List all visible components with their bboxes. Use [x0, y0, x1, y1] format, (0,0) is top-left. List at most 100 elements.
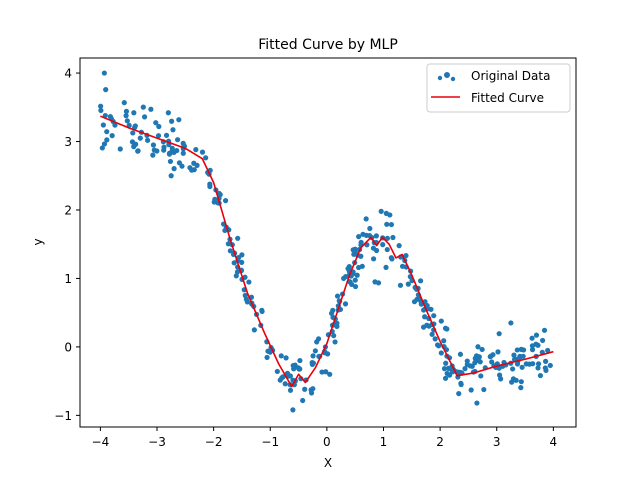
data-point: [123, 113, 129, 119]
data-point: [345, 265, 351, 272]
data-point: [284, 370, 291, 376]
data-point: [161, 144, 167, 150]
data-point: [363, 232, 370, 238]
data-point: [380, 242, 386, 248]
data-point: [251, 327, 257, 333]
data-point: [434, 342, 441, 348]
data-point: [170, 127, 176, 133]
data-point: [378, 208, 384, 214]
data-point: [264, 354, 270, 361]
data-point: [462, 366, 468, 372]
data-point: [302, 386, 308, 392]
data-point: [363, 216, 369, 222]
data-point: [165, 110, 171, 116]
data-point: [520, 353, 526, 359]
y-axis-label: y: [31, 238, 45, 245]
data-point: [422, 314, 428, 320]
data-point: [330, 307, 336, 313]
data-point: [352, 283, 359, 290]
data-point: [244, 299, 250, 305]
data-point: [103, 87, 109, 93]
data-point: [354, 272, 360, 278]
data-point: [520, 347, 527, 353]
data-point: [242, 292, 248, 299]
legend-label-original-data: Original Data: [471, 69, 550, 83]
data-point: [267, 349, 273, 355]
data-point: [169, 145, 175, 151]
data-point: [101, 70, 107, 76]
data-point: [176, 117, 182, 123]
data-point: [279, 375, 285, 381]
x-tick-label: −4: [92, 435, 110, 449]
data-point: [457, 351, 464, 357]
data-point: [222, 198, 229, 204]
data-point: [370, 245, 377, 251]
data-point: [489, 359, 495, 365]
data-point: [541, 327, 548, 333]
data-point: [495, 349, 501, 355]
data-point: [298, 376, 304, 382]
data-point: [373, 233, 379, 239]
data-point: [124, 118, 130, 124]
data-point: [464, 361, 470, 368]
line-layer: [100, 115, 554, 388]
data-point: [545, 347, 551, 354]
data-point: [476, 357, 482, 364]
data-point: [518, 379, 524, 385]
data-point: [212, 196, 218, 202]
data-point: [297, 357, 303, 364]
data-point: [176, 160, 183, 166]
data-point: [140, 104, 146, 110]
data-point: [131, 110, 137, 116]
data-point: [443, 360, 449, 366]
data-point: [384, 221, 390, 227]
data-point: [442, 375, 449, 381]
legend: Original Data Fitted Curve: [426, 63, 571, 113]
axes-frame: [79, 57, 577, 428]
data-point: [310, 360, 316, 366]
fitted-curve-line: [100, 115, 554, 388]
data-point: [145, 137, 151, 143]
data-point: [296, 366, 302, 372]
data-point: [469, 363, 475, 369]
data-point: [441, 366, 448, 372]
x-tick-label: −2: [205, 435, 223, 449]
data-point: [384, 246, 390, 253]
data-point: [468, 387, 474, 393]
data-point: [389, 256, 395, 262]
data-point: [519, 364, 525, 370]
data-point: [371, 256, 377, 262]
data-point: [98, 103, 104, 109]
data-point: [510, 366, 516, 372]
data-point: [547, 362, 553, 369]
legend-scatter-marker: [450, 76, 456, 82]
data-point: [446, 372, 453, 378]
data-point: [278, 353, 284, 359]
data-point: [141, 114, 148, 120]
data-point: [107, 113, 113, 120]
data-point: [542, 365, 548, 371]
data-point: [117, 146, 123, 152]
data-point: [274, 368, 280, 375]
data-point: [151, 147, 157, 153]
data-point: [169, 118, 175, 124]
plot-area: [98, 70, 554, 413]
data-point: [167, 158, 174, 165]
data-point: [121, 100, 127, 106]
data-point: [478, 373, 484, 379]
data-point: [458, 381, 464, 388]
data-point: [342, 301, 349, 307]
data-point: [543, 358, 549, 364]
y-tick-label: 1: [64, 272, 72, 286]
data-point: [438, 318, 444, 324]
data-point: [242, 274, 248, 280]
data-point: [148, 106, 154, 112]
data-point: [334, 293, 341, 299]
data-point: [101, 141, 108, 147]
data-point: [235, 235, 241, 241]
data-point: [310, 353, 316, 359]
data-point: [175, 137, 181, 143]
data-point: [290, 407, 296, 413]
data-point: [438, 350, 444, 356]
